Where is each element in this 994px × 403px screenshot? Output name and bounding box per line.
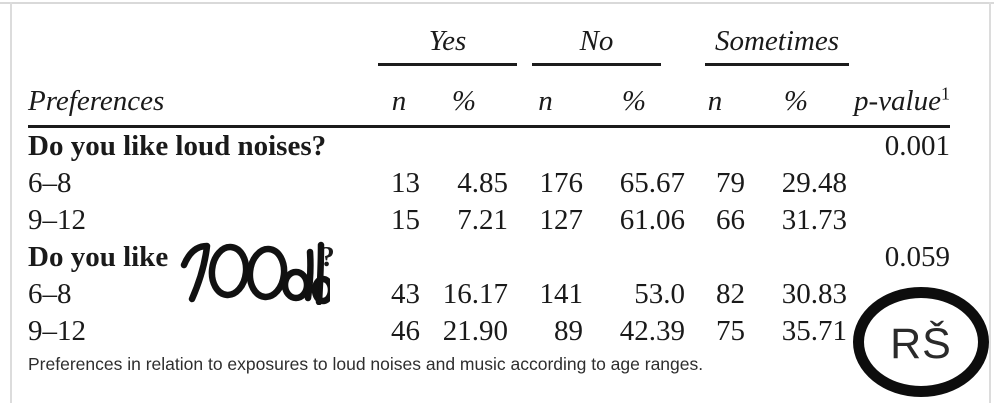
section-label-with-handwriting: Do you like? bbox=[28, 239, 847, 276]
yes-n-cell: 15 bbox=[391, 203, 420, 236]
table-row-6-8: 6–8 13 4.85 176 65.67 79 29.48 bbox=[28, 165, 950, 202]
column-header-sometimes-pct: % bbox=[783, 84, 809, 117]
age-range-label: 6–8 bbox=[28, 277, 72, 310]
p-value-label: p-value bbox=[854, 84, 941, 117]
group-header-sometimes-cell: Sometimes bbox=[685, 10, 849, 66]
table-row-6-8: 6–8 43 16.17 141 53.0 82 30.83 bbox=[28, 276, 950, 313]
p-value-cell: 0.059 bbox=[884, 240, 950, 273]
p-value-footnote-marker: 1 bbox=[941, 82, 950, 103]
column-header-yes-n: n bbox=[391, 84, 407, 117]
rs-stamp-initials: RŠ bbox=[890, 319, 952, 368]
sometimes-n-cell: 66 bbox=[716, 203, 745, 236]
handwritten-digit-0 bbox=[208, 243, 250, 299]
no-n-cell: 176 bbox=[539, 166, 584, 199]
table-caption: Preferences in relation to exposures to … bbox=[28, 354, 704, 374]
column-header-preferences: Preferences bbox=[28, 84, 165, 117]
rs-stamp-circle: RŠ bbox=[853, 287, 989, 397]
group-header-no-cell: No bbox=[508, 10, 685, 66]
preferences-table: Yes No Sometimes Preferences n % n % n %… bbox=[28, 10, 950, 350]
frame-border-left bbox=[10, 2, 12, 403]
sometimes-pct-cell: 30.83 bbox=[781, 277, 847, 310]
handwritten-letter-d-stem bbox=[304, 248, 314, 302]
column-header-no-pct: % bbox=[621, 84, 647, 117]
table-row-section-100db: Do you like? 0.059 bbox=[28, 239, 950, 276]
age-range-label: 9–12 bbox=[28, 314, 86, 347]
section-label-prefix: Do you like bbox=[28, 240, 169, 273]
handwritten-digit-0 bbox=[246, 245, 288, 301]
no-n-cell: 127 bbox=[539, 203, 584, 236]
table-row-section-loud-noises: Do you like loud noises? 0.001 bbox=[28, 126, 950, 165]
sometimes-pct-cell: 31.73 bbox=[781, 203, 847, 236]
yes-n-cell: 43 bbox=[391, 277, 420, 310]
p-value-cell: 0.001 bbox=[884, 129, 950, 162]
handwritten-digit-1 bbox=[180, 242, 211, 303]
section-label: Do you like loud noises? bbox=[28, 129, 327, 162]
group-header-no: No bbox=[532, 25, 661, 66]
column-header-no-n: n bbox=[538, 84, 553, 117]
group-header-sometimes: Sometimes bbox=[705, 25, 849, 66]
group-header-yes-cell: Yes bbox=[378, 10, 517, 66]
age-range-label: 9–12 bbox=[28, 203, 86, 236]
table-row-9-12: 9–12 46 21.90 89 42.39 75 35.71 bbox=[28, 313, 950, 350]
yes-pct-cell: 7.21 bbox=[457, 203, 508, 236]
no-pct-cell: 53.0 bbox=[634, 277, 685, 310]
handwritten-letter-b-bowl bbox=[311, 275, 330, 305]
frame-border-right bbox=[989, 2, 991, 403]
sometimes-n-cell: 82 bbox=[716, 277, 745, 310]
sometimes-n-cell: 75 bbox=[716, 314, 745, 347]
yes-n-cell: 13 bbox=[391, 166, 420, 199]
age-range-label: 6–8 bbox=[28, 166, 72, 199]
yes-pct-cell: 16.17 bbox=[442, 277, 508, 310]
p-value-cell bbox=[847, 202, 950, 239]
table-row-9-12: 9–12 15 7.21 127 61.06 66 31.73 bbox=[28, 202, 950, 239]
frame-border-top bbox=[0, 2, 994, 4]
no-n-cell: 89 bbox=[554, 314, 583, 347]
no-pct-cell: 61.06 bbox=[619, 203, 685, 236]
yes-n-cell: 46 bbox=[391, 314, 420, 347]
handwritten-100db-annotation bbox=[180, 241, 330, 305]
column-header-sometimes-n: n bbox=[707, 84, 723, 117]
handwritten-letter-b-stem bbox=[315, 241, 325, 305]
yes-pct-cell: 21.90 bbox=[442, 314, 508, 347]
sometimes-pct-cell: 35.71 bbox=[781, 314, 847, 347]
sometimes-pct-cell: 29.48 bbox=[781, 166, 847, 199]
handwritten-letter-d-bowl bbox=[281, 268, 311, 302]
group-header-spacer bbox=[28, 10, 378, 66]
yes-pct-cell: 4.85 bbox=[457, 166, 508, 199]
sometimes-n-cell: 79 bbox=[716, 166, 745, 199]
no-pct-cell: 65.67 bbox=[619, 166, 685, 199]
column-header-p-value: p-value1 bbox=[847, 66, 950, 126]
group-header-spacer bbox=[847, 10, 950, 66]
column-header-yes-pct: % bbox=[451, 84, 477, 117]
no-pct-cell: 42.39 bbox=[619, 314, 685, 347]
no-n-cell: 141 bbox=[539, 277, 584, 310]
p-value-cell bbox=[847, 165, 950, 202]
group-header-yes: Yes bbox=[378, 25, 517, 66]
group-header-row: Yes No Sometimes bbox=[28, 10, 950, 66]
column-header-row: Preferences n % n % n % p-value1 bbox=[28, 66, 950, 126]
